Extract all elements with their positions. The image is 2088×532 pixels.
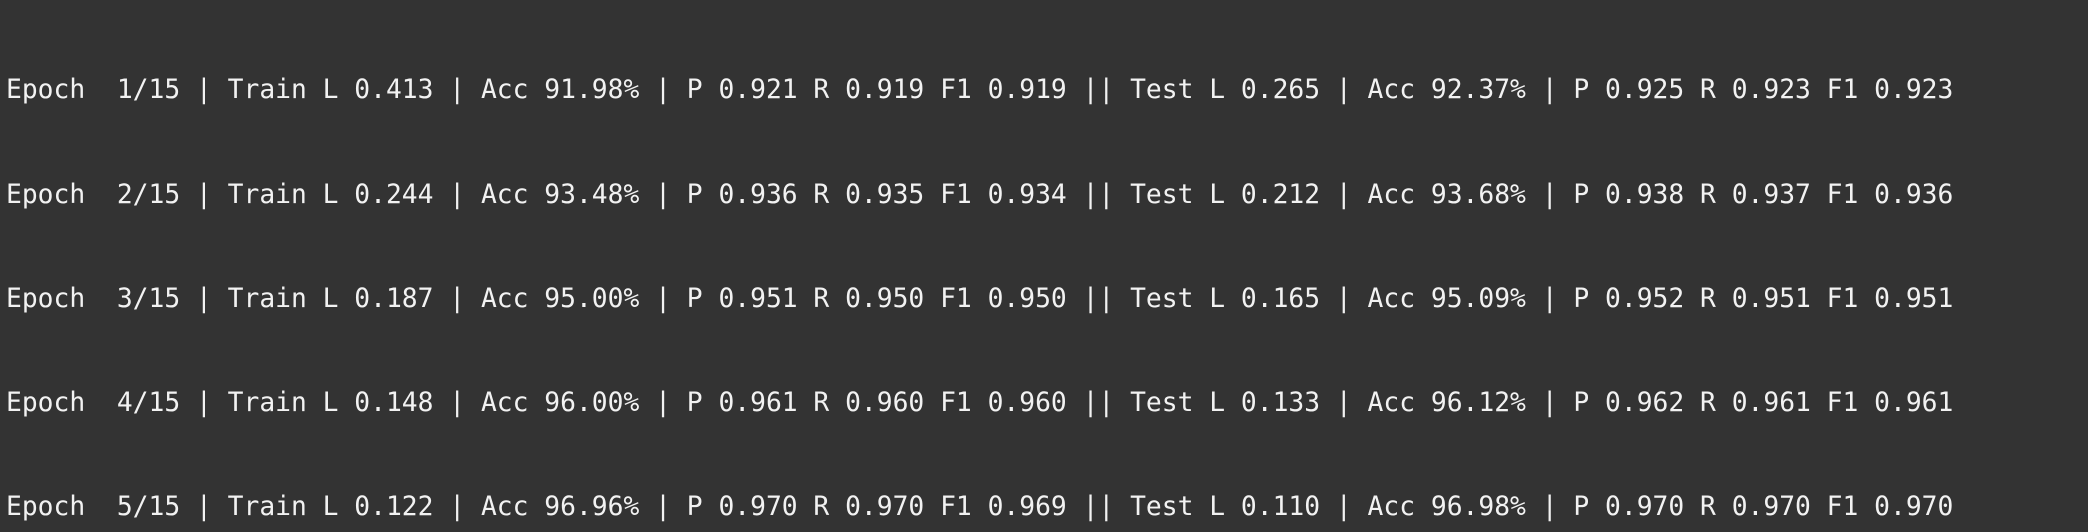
log-line-epoch-3: Epoch 3/15 | Train L 0.187 | Acc 95.00% … <box>6 283 1954 314</box>
log-line-epoch-5: Epoch 5/15 | Train L 0.122 | Acc 96.96% … <box>6 491 1954 522</box>
log-line-epoch-2: Epoch 2/15 | Train L 0.244 | Acc 93.48% … <box>6 179 1954 210</box>
log-line-epoch-4: Epoch 4/15 | Train L 0.148 | Acc 96.00% … <box>6 387 1954 418</box>
log-line-epoch-1: Epoch 1/15 | Train L 0.413 | Acc 91.98% … <box>6 75 1954 106</box>
